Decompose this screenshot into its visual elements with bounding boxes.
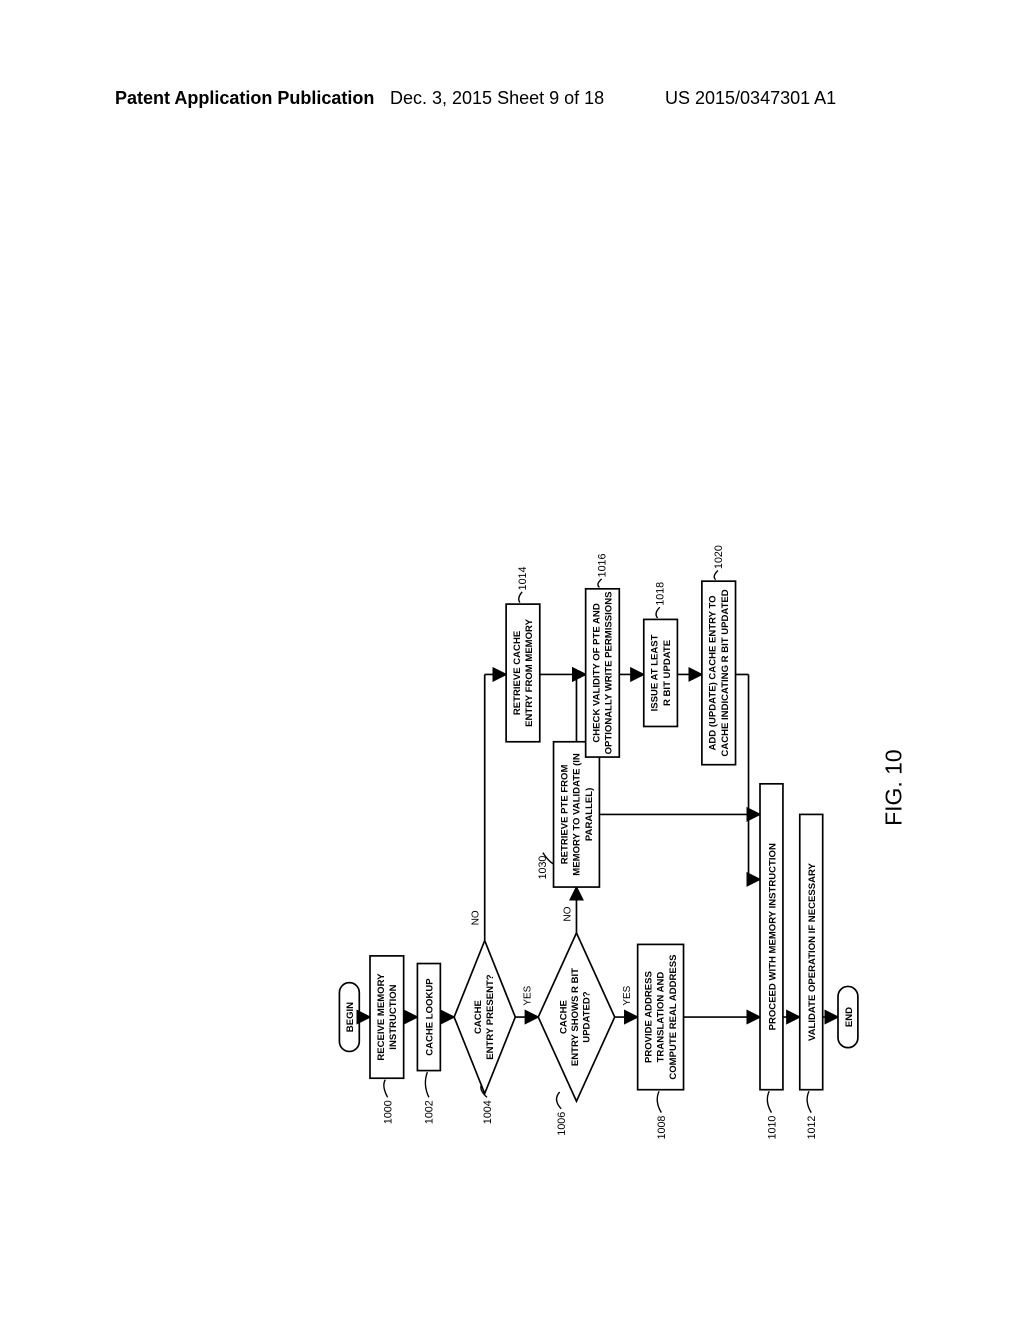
figure-label: FIG. 10 xyxy=(880,749,906,826)
ref-1018: 1018 xyxy=(655,582,667,606)
ref-1012: 1012 xyxy=(806,1116,818,1140)
ref-1016: 1016 xyxy=(597,554,609,578)
header-center: Dec. 3, 2015 Sheet 9 of 18 xyxy=(390,88,604,109)
svg-text:ISSUE AT LEAST: ISSUE AT LEAST xyxy=(650,634,661,711)
svg-text:COMPUTE REAL ADDRESS: COMPUTE REAL ADDRESS xyxy=(668,954,679,1079)
svg-text:NO: NO xyxy=(562,906,573,921)
svg-text:CACHE LOOKUP: CACHE LOOKUP xyxy=(425,978,436,1056)
svg-text:ENTRY SHOWS R BIT: ENTRY SHOWS R BIT xyxy=(570,968,581,1066)
svg-text:ENTRY PRESENT?: ENTRY PRESENT? xyxy=(485,974,496,1060)
ref-1008: 1008 xyxy=(656,1116,668,1140)
ref-1004: 1004 xyxy=(482,1100,494,1124)
ref-1006: 1006 xyxy=(556,1112,568,1136)
svg-text:END: END xyxy=(844,1007,855,1027)
ref-1010: 1010 xyxy=(766,1116,778,1140)
node-1000: RECEIVE MEMORY INSTRUCTION xyxy=(370,956,404,1078)
ref-1014: 1014 xyxy=(517,567,529,591)
node-1018: ISSUE AT LEAST R BIT UPDATE xyxy=(644,619,678,726)
flowchart-svg: BEGIN RECEIVE MEMORY INSTRUCTION 1000 CA… xyxy=(120,390,1024,1170)
svg-text:INSTRUCTION: INSTRUCTION xyxy=(388,984,399,1049)
svg-text:R BIT UPDATE: R BIT UPDATE xyxy=(662,640,673,706)
node-1014: RETRIEVE CACHE ENTRY FROM MEMORY xyxy=(506,604,540,742)
svg-text:ADD (UPDATE) CACHE ENTRY TO: ADD (UPDATE) CACHE ENTRY TO xyxy=(708,595,719,751)
svg-text:VALIDATE OPERATION IF NECESSAR: VALIDATE OPERATION IF NECESSARY xyxy=(807,862,818,1040)
node-1006: CACHE ENTRY SHOWS R BIT UPDATED? xyxy=(538,933,614,1101)
svg-text:CACHE INDICATING R BIT UPDATED: CACHE INDICATING R BIT UPDATED xyxy=(720,589,731,756)
ref-1000: 1000 xyxy=(382,1100,394,1124)
svg-text:TRANSLATION AND: TRANSLATION AND xyxy=(656,972,667,1063)
ref-1002: 1002 xyxy=(424,1100,436,1124)
svg-text:NO: NO xyxy=(471,910,482,925)
node-end: END xyxy=(838,986,858,1047)
svg-text:UPDATED?: UPDATED? xyxy=(581,991,592,1042)
svg-text:YES: YES xyxy=(622,985,633,1005)
svg-text:PROCEED WITH MEMORY INSTRUCTIO: PROCEED WITH MEMORY INSTRUCTION xyxy=(767,843,778,1030)
svg-text:CACHE: CACHE xyxy=(473,1000,484,1034)
svg-text:YES: YES xyxy=(523,985,534,1005)
svg-text:PARALLEL): PARALLEL) xyxy=(584,788,595,841)
svg-text:RETRIEVE PTE FROM: RETRIEVE PTE FROM xyxy=(559,765,570,865)
node-1002: CACHE LOOKUP xyxy=(417,964,440,1071)
node-1008: PROVIDE ADDRESS TRANSLATION AND COMPUTE … xyxy=(638,944,684,1089)
ref-1020: 1020 xyxy=(713,545,725,569)
svg-text:RECEIVE MEMORY: RECEIVE MEMORY xyxy=(376,973,387,1061)
node-1030: RETRIEVE PTE FROM MEMORY TO VALIDATE (IN… xyxy=(554,742,600,887)
svg-text:MEMORY TO VALIDATE (IN: MEMORY TO VALIDATE (IN xyxy=(572,753,583,876)
header-left: Patent Application Publication xyxy=(115,88,374,109)
svg-text:CACHE: CACHE xyxy=(559,1000,570,1034)
svg-text:ENTRY FROM MEMORY: ENTRY FROM MEMORY xyxy=(524,618,535,726)
header-right: US 2015/0347301 A1 xyxy=(665,88,836,109)
svg-text:RETRIEVE CACHE: RETRIEVE CACHE xyxy=(512,631,523,715)
node-begin-label: BEGIN xyxy=(345,1002,356,1032)
svg-text:CHECK VALIDITY OF PTE AND: CHECK VALIDITY OF PTE AND xyxy=(591,603,602,742)
node-1016: CHECK VALIDITY OF PTE AND OPTIONALLY WRI… xyxy=(586,589,620,757)
node-1020: ADD (UPDATE) CACHE ENTRY TO CACHE INDICA… xyxy=(702,581,736,765)
node-1004: CACHE ENTRY PRESENT? xyxy=(454,941,515,1094)
node-1012: VALIDATE OPERATION IF NECESSARY xyxy=(800,814,823,1089)
svg-text:OPTIONALLY WRITE PERMISSIONS: OPTIONALLY WRITE PERMISSIONS xyxy=(604,592,615,755)
node-begin: BEGIN xyxy=(339,983,359,1052)
flowchart-diagram: BEGIN RECEIVE MEMORY INSTRUCTION 1000 CA… xyxy=(120,150,900,1170)
svg-text:PROVIDE ADDRESS: PROVIDE ADDRESS xyxy=(643,971,654,1063)
node-1010: PROCEED WITH MEMORY INSTRUCTION xyxy=(760,784,783,1090)
